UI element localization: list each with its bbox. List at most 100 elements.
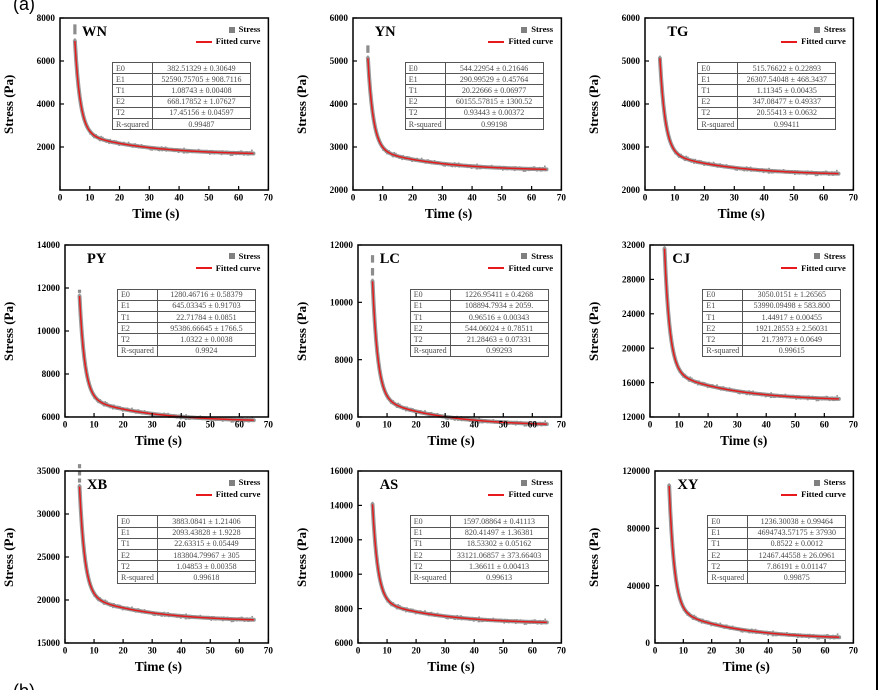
svg-text:50: 50 [790,192,800,202]
svg-text:10000: 10000 [37,326,60,336]
svg-text:4000: 4000 [329,99,348,109]
svg-text:70: 70 [556,419,566,429]
svg-text:2000: 2000 [622,185,641,195]
svg-text:40: 40 [469,419,479,429]
svg-text:50: 50 [498,419,508,429]
svg-text:20000: 20000 [37,596,60,606]
svg-text:12000: 12000 [37,283,60,293]
svg-text:50: 50 [204,192,214,202]
svg-text:50: 50 [497,192,507,202]
svg-text:16000: 16000 [330,467,353,477]
svg-text:50: 50 [206,646,216,656]
svg-text:30: 30 [730,192,740,202]
svg-text:10: 10 [671,192,681,202]
svg-text:0: 0 [63,646,68,656]
svg-text:20: 20 [115,192,125,202]
svg-text:50: 50 [792,646,802,656]
svg-text:20: 20 [411,646,421,656]
svg-text:50: 50 [206,419,216,429]
svg-text:6000: 6000 [622,13,641,23]
svg-text:10: 10 [382,646,392,656]
svg-text:70: 70 [849,192,859,202]
svg-text:6000: 6000 [334,639,353,649]
svg-text:10: 10 [378,192,388,202]
svg-text:70: 70 [264,646,274,656]
svg-text:14000: 14000 [330,501,353,511]
svg-text:60: 60 [821,646,831,656]
svg-text:0: 0 [58,192,63,202]
svg-text:60: 60 [820,419,830,429]
svg-text:0: 0 [646,639,651,649]
svg-text:20000: 20000 [622,343,645,353]
svg-text:60: 60 [527,192,537,202]
svg-text:6000: 6000 [329,13,348,23]
svg-text:40: 40 [469,646,479,656]
svg-text:70: 70 [849,419,859,429]
svg-text:10: 10 [382,419,392,429]
svg-text:10: 10 [679,646,689,656]
svg-text:30: 30 [148,646,158,656]
svg-text:30: 30 [440,419,450,429]
svg-text:12000: 12000 [330,535,353,545]
svg-text:20: 20 [704,419,714,429]
svg-text:4000: 4000 [622,99,641,109]
svg-text:60: 60 [527,419,537,429]
svg-text:10000: 10000 [330,570,353,580]
svg-text:3000: 3000 [329,142,348,152]
svg-text:40: 40 [764,646,774,656]
svg-text:30: 30 [145,192,155,202]
svg-text:40: 40 [177,646,187,656]
svg-text:40: 40 [467,192,477,202]
svg-text:20: 20 [119,646,129,656]
svg-text:70: 70 [264,192,274,202]
svg-text:80000: 80000 [627,524,650,534]
svg-text:40: 40 [174,192,184,202]
svg-text:6000: 6000 [37,56,56,66]
svg-text:2000: 2000 [37,142,56,152]
svg-text:30: 30 [440,646,450,656]
svg-text:14000: 14000 [37,240,60,250]
svg-text:10: 10 [89,646,99,656]
svg-text:30000: 30000 [37,510,60,520]
svg-text:28000: 28000 [622,274,645,284]
svg-text:8000: 8000 [37,13,56,23]
svg-text:32000: 32000 [622,240,645,250]
svg-text:20: 20 [119,419,129,429]
svg-text:35000: 35000 [37,467,60,477]
svg-text:6000: 6000 [334,412,353,422]
svg-text:20: 20 [707,646,717,656]
svg-text:20: 20 [411,419,421,429]
svg-text:10: 10 [85,192,95,202]
svg-text:15000: 15000 [37,639,60,649]
svg-text:0: 0 [355,419,360,429]
svg-text:40: 40 [762,419,772,429]
svg-text:8000: 8000 [42,369,61,379]
svg-text:25000: 25000 [37,553,60,563]
svg-text:40: 40 [760,192,770,202]
svg-text:10000: 10000 [330,297,353,307]
svg-text:40: 40 [177,419,187,429]
svg-text:0: 0 [648,419,653,429]
svg-text:12000: 12000 [330,240,353,250]
svg-text:50: 50 [791,419,801,429]
svg-text:30: 30 [733,419,743,429]
svg-text:70: 70 [556,192,566,202]
svg-text:8000: 8000 [334,604,353,614]
svg-text:50: 50 [498,646,508,656]
svg-text:10: 10 [675,419,685,429]
svg-text:8000: 8000 [334,355,353,365]
svg-text:20: 20 [700,192,710,202]
svg-text:24000: 24000 [622,309,645,319]
svg-text:60: 60 [527,646,537,656]
svg-text:60: 60 [234,192,244,202]
svg-text:6000: 6000 [42,412,61,422]
svg-text:3000: 3000 [622,142,641,152]
svg-text:40000: 40000 [627,581,650,591]
svg-text:0: 0 [63,419,68,429]
svg-text:60: 60 [235,646,245,656]
svg-text:30: 30 [736,646,746,656]
svg-text:0: 0 [653,646,658,656]
svg-text:30: 30 [148,419,158,429]
svg-text:4000: 4000 [37,99,56,109]
svg-text:70: 70 [264,419,274,429]
